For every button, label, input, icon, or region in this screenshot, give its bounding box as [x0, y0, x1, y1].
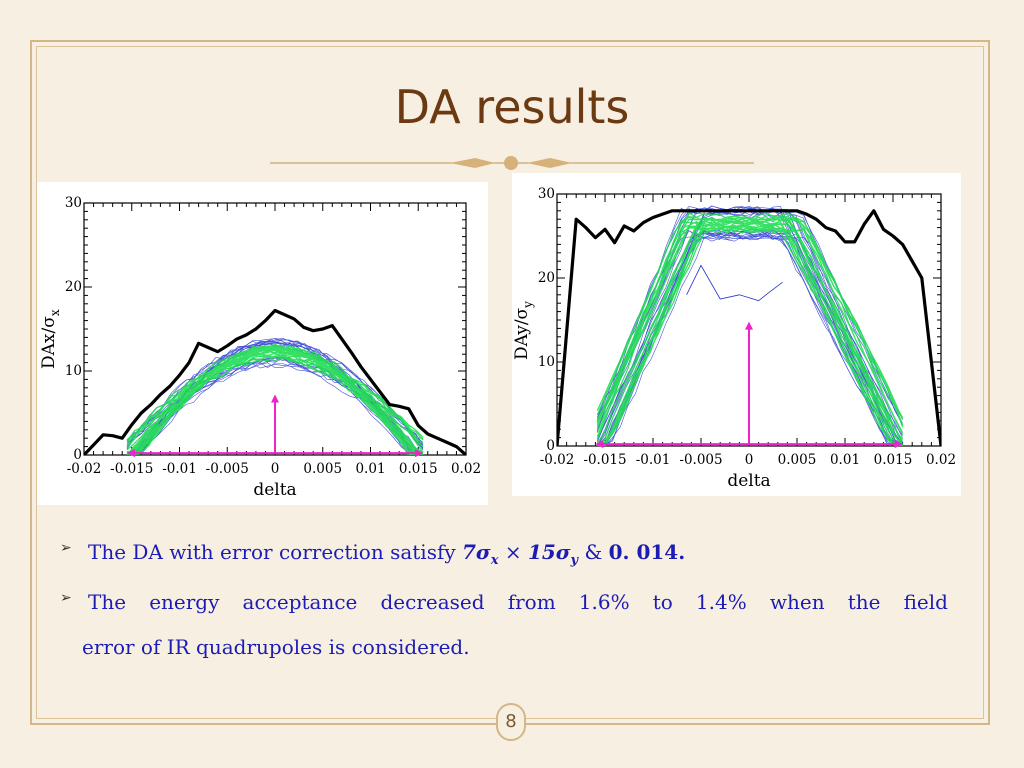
x-tick-label: -0.01: [162, 461, 197, 477]
bullet-2-word: acceptance: [242, 590, 358, 614]
x-tick-label: -0.015: [583, 452, 626, 468]
tracking-core: [126, 343, 424, 455]
formula-sigma-y: 15σy: [527, 540, 579, 568]
chart-dax: -0.02 -0.015 -0.01 -0.005 0 0.005 0.01 0.015 0.0…: [39, 195, 481, 500]
y-tick-label: 20: [65, 279, 82, 295]
x-tick-label: -0.02: [540, 452, 575, 468]
y-tick-label: 30: [538, 186, 555, 202]
x-axis-label: delta: [253, 480, 296, 500]
x-axis-label: delta: [727, 471, 770, 491]
y-tick-label: 20: [538, 270, 555, 286]
plot-area: [84, 308, 466, 455]
x-tick-label: 0.015: [874, 452, 913, 468]
x-tick-label: 0.01: [355, 461, 385, 477]
envelope-line: [84, 308, 466, 455]
bullet-2-word: field: [903, 590, 948, 614]
tracking-line: [126, 338, 424, 448]
y-axis-label: DAy/σy: [512, 301, 535, 360]
times-symbol: ×: [504, 540, 522, 564]
tracking-line: [126, 351, 424, 443]
envelope-line: [557, 209, 941, 446]
x-tick-label: 0.02: [451, 461, 481, 477]
dip-line: [686, 264, 783, 302]
x-tick-label: 0.015: [399, 461, 438, 477]
value-energy: 0. 014.: [608, 540, 686, 564]
tracking-line: [126, 345, 424, 455]
y-tick-label: 10: [538, 354, 555, 370]
bullet-2-word: to: [652, 590, 673, 614]
y-tick-label: 0: [546, 438, 555, 454]
chart-day: -0.02 -0.015 -0.01 -0.005 0 0.005 0.01 0.015 0.0…: [512, 186, 956, 491]
bullet-2-word: the: [847, 590, 881, 614]
slide-title: DA results: [394, 80, 630, 134]
energy-arrow-left-head: [595, 440, 604, 449]
tracking-line: [596, 215, 904, 433]
bullet-2-word: from: [507, 590, 556, 614]
tracking-line: [596, 226, 904, 446]
bullet-2-word: The: [88, 590, 127, 614]
title-ornament: [270, 156, 754, 170]
arrow-bullet-icon: ➢: [60, 590, 72, 606]
bullet-2-word: 1.4%: [695, 590, 747, 614]
x-tick-label: 0.02: [926, 452, 956, 468]
bullet-2-word: when: [769, 590, 825, 614]
tracking-core: [596, 211, 904, 446]
energy-arrow-right-head: [415, 449, 424, 458]
bullet-1-text: The DA with error correction satisfy: [88, 540, 456, 564]
tracking-line: [126, 345, 424, 448]
tracking-line: [126, 355, 423, 455]
ampersand: &: [584, 540, 603, 564]
tracking-line: [597, 232, 903, 446]
tracking-line: [596, 215, 904, 426]
tracking-line: [127, 346, 424, 455]
chart-panel-dax: -0.02 -0.015 -0.01 -0.005 0 0.005 0.01 0.015 0.0…: [37, 182, 488, 505]
y-tick-label: 30: [65, 195, 82, 211]
tracking-line: [596, 222, 903, 446]
bullet-2-word: energy: [149, 590, 220, 614]
y-axis-label: DAx/σx: [39, 309, 62, 369]
zero-arrow-head: [271, 394, 279, 403]
y-tick-label: 10: [65, 363, 82, 379]
page-number-badge: 8: [496, 703, 526, 741]
x-tick-label: 0.005: [778, 452, 817, 468]
tracking-line: [126, 362, 423, 455]
bullet-2-continuation: error of IR quadrupoles is considered.: [82, 635, 470, 659]
x-tick-label: 0: [271, 461, 280, 477]
tracking-line: [126, 348, 424, 455]
tracking-line: [597, 207, 903, 446]
bullet-2-word: 1.6%: [578, 590, 630, 614]
zero-arrow-head: [745, 321, 753, 330]
x-tick-label: -0.01: [636, 452, 671, 468]
plot-area: [557, 205, 941, 446]
x-tick-label: -0.005: [679, 452, 722, 468]
x-tick-label: -0.015: [110, 461, 153, 477]
arrow-bullet-icon: ➢: [60, 540, 72, 556]
energy-arrow-left-head: [126, 449, 135, 458]
x-tick-label: -0.02: [67, 461, 102, 477]
y-tick-label: 0: [73, 447, 82, 463]
chart-panel-day: -0.02 -0.015 -0.01 -0.005 0 0.005 0.01 0.015 0.0…: [512, 173, 961, 496]
tracking-line: [596, 219, 904, 445]
x-tick-label: 0.01: [830, 452, 860, 468]
x-tick-label: 0: [745, 452, 754, 468]
bullet-2-word: decreased: [380, 590, 485, 614]
tracking-line: [596, 226, 904, 433]
formula-sigma-x: 7σx: [462, 540, 499, 568]
x-tick-label: 0.005: [303, 461, 342, 477]
x-tick-label: -0.005: [206, 461, 249, 477]
bullet-2-text: The energy acceptance decreased from 1.6% to 1.…: [88, 590, 948, 614]
energy-arrow-right-head: [894, 440, 903, 449]
